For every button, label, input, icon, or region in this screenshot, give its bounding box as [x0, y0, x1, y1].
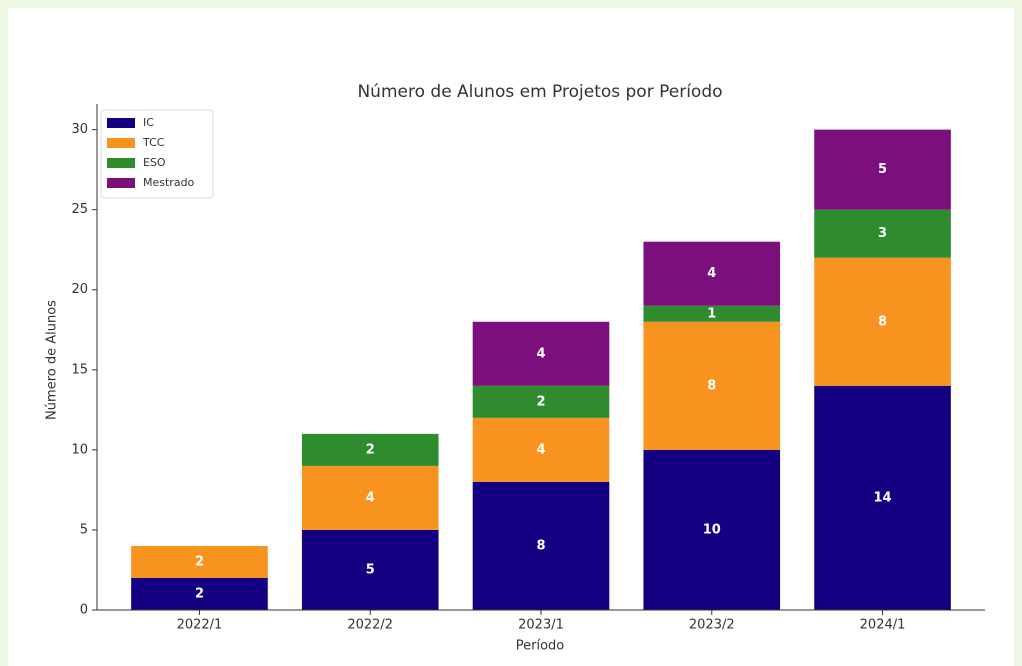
value-label: 2	[195, 554, 204, 569]
value-label: 2	[195, 586, 204, 601]
y-tick-label: 10	[71, 442, 88, 457]
y-tick-label: 20	[71, 282, 88, 297]
y-tick-label: 25	[71, 202, 88, 217]
bar-segment	[643, 449, 781, 610]
legend-label: ESO	[143, 156, 166, 169]
bar-segment	[301, 529, 439, 610]
bar-segment	[643, 305, 781, 322]
legend-swatch	[107, 158, 135, 168]
value-label: 2	[536, 394, 545, 409]
bar-segment	[814, 209, 951, 258]
bar-segment	[131, 545, 268, 578]
chart-title: Número de Alunos em Projetos por Período	[357, 82, 722, 102]
legend-label: IC	[143, 116, 154, 129]
bar-segment	[472, 481, 610, 610]
value-label: 8	[878, 314, 887, 329]
x-tick-label: 2023/1	[518, 618, 564, 633]
bar-segment	[472, 417, 610, 482]
value-label: 5	[366, 562, 375, 577]
bar-segment	[643, 321, 781, 450]
legend-box	[100, 109, 214, 199]
x-tick-label: 2022/2	[347, 618, 393, 633]
value-label: 3	[878, 226, 887, 241]
bar-segment	[814, 257, 951, 386]
legend-label: Mestrado	[143, 176, 195, 189]
bar-segment	[301, 433, 439, 466]
legend-swatch	[107, 118, 135, 128]
value-label: 10	[703, 522, 721, 537]
value-label: 1	[707, 306, 716, 321]
legend-swatch	[107, 138, 135, 148]
legend-label: TCC	[142, 136, 165, 149]
value-label: 4	[707, 266, 716, 281]
x-tick-label: 2023/2	[689, 618, 735, 633]
bar-segment	[643, 241, 781, 306]
y-tick-label: 5	[80, 522, 88, 537]
bar-segment	[131, 577, 268, 610]
legend-swatch	[107, 178, 135, 188]
value-label: 14	[873, 490, 891, 505]
value-label: 4	[536, 346, 545, 361]
value-label: 8	[707, 378, 716, 393]
x-tick-label: 2022/1	[177, 618, 223, 633]
y-axis-label: Número de Alunos	[45, 300, 60, 420]
value-label: 5	[878, 162, 887, 177]
bar-segment	[472, 321, 610, 386]
y-tick-label: 30	[71, 122, 88, 137]
value-label: 4	[366, 490, 375, 505]
bar-segment	[814, 385, 951, 610]
bar-segment	[472, 385, 610, 418]
x-tick-label: 2024/1	[860, 618, 906, 633]
y-tick-label: 0	[80, 603, 88, 618]
bar-segment	[301, 465, 439, 530]
value-label: 8	[536, 538, 545, 553]
value-label: 2	[366, 442, 375, 457]
x-axis-label: Período	[516, 639, 565, 654]
bar-segment	[814, 129, 951, 210]
y-tick-label: 15	[71, 362, 88, 377]
value-label: 4	[536, 442, 545, 457]
